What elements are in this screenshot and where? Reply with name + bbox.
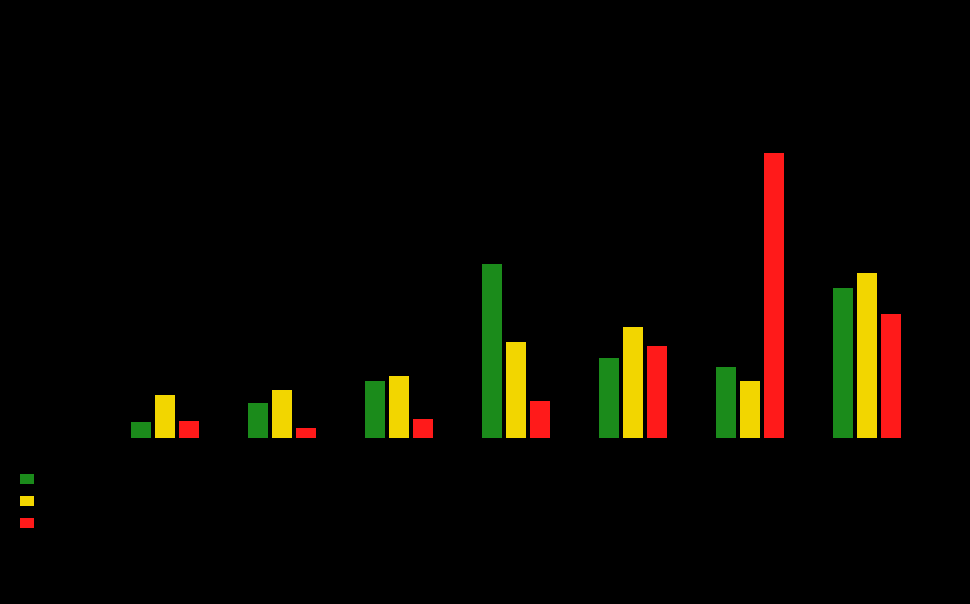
- bar: [272, 390, 292, 438]
- data-cell: 9,7%: [340, 468, 457, 490]
- x-tick-label: 5: [692, 446, 809, 460]
- data-cell: 10,7%: [340, 490, 457, 512]
- y-tick-mark: [101, 263, 106, 264]
- legend-swatch: [20, 518, 34, 528]
- bar: [599, 358, 619, 439]
- bar-cluster: [480, 88, 552, 438]
- data-cell: 6,0%: [223, 468, 340, 490]
- bar-cluster: [246, 88, 318, 438]
- bar: [623, 327, 643, 438]
- x-tick-mark: [633, 438, 634, 443]
- data-cell: 1,7%: [223, 512, 340, 534]
- bar: [482, 264, 502, 438]
- y-tick-label: 60,0%: [70, 86, 98, 97]
- x-tick-mark: [282, 438, 283, 443]
- data-cell: 6,4%: [457, 512, 574, 534]
- legend-item: ВУЗ: [20, 512, 106, 534]
- title-line-2: Вопрос №17: "Оцените по пятибалльной шка…: [0, 26, 970, 44]
- data-cell: 15,7%: [575, 512, 692, 534]
- legend-item: Школа: [20, 468, 106, 490]
- y-tick-mark: [101, 438, 106, 439]
- x-tick-label: 3: [457, 446, 574, 460]
- data-cell: 2,7%: [106, 468, 223, 490]
- chart-title: График №1 Вопрос №17: "Оцените по пятиба…: [0, 8, 970, 61]
- x-tick-mark: [399, 438, 400, 443]
- x-tick-label: 1: [223, 446, 340, 460]
- data-cell: 19,0%: [575, 490, 692, 512]
- x-axis-title: школа: [106, 538, 926, 549]
- data-cell: 25,8%: [809, 468, 926, 490]
- title-line-1: График №1: [0, 8, 970, 26]
- bar-cluster: [714, 88, 786, 438]
- bar-cluster: [597, 88, 669, 438]
- y-tick-mark: [101, 380, 106, 381]
- data-cell: 16,5%: [457, 490, 574, 512]
- y-tick-mark: [101, 146, 106, 147]
- y-tick-label: 0,0%: [75, 436, 98, 447]
- bar: [248, 403, 268, 438]
- y-axis-line: [106, 88, 107, 438]
- data-cell: 2,9%: [106, 512, 223, 534]
- data-cell: 13,8%: [575, 468, 692, 490]
- bar: [389, 376, 409, 438]
- bar: [881, 314, 901, 438]
- bar: [530, 401, 550, 438]
- bar-cluster: [831, 88, 903, 438]
- chart-container: График №1 Вопрос №17: "Оцените по пятиба…: [0, 0, 970, 604]
- data-cell: 8,3%: [223, 490, 340, 512]
- data-cell: 7,4%: [106, 490, 223, 512]
- legend-swatch: [20, 474, 34, 484]
- x-tick-label: 2: [340, 446, 457, 460]
- legend-label: Школа: [40, 472, 79, 486]
- legend-label: ВУЗ: [40, 516, 63, 530]
- bar: [833, 288, 853, 439]
- legend-item: Тестовая: [20, 490, 106, 512]
- plot-area: [106, 88, 926, 438]
- y-tick-mark: [101, 205, 106, 206]
- x-tick-label: 0: [106, 446, 223, 460]
- title-line-3: школы, тестовой системы, вуза", n=484 (с…: [0, 43, 970, 61]
- bar: [857, 273, 877, 438]
- y-tick-label: 50,0%: [70, 144, 98, 155]
- legend-label: Тестовая: [40, 494, 94, 508]
- x-tick-label: Нет ответа: [809, 446, 926, 460]
- bar: [506, 342, 526, 438]
- data-cell: 48,8%: [692, 512, 809, 534]
- data-cell: 29,8%: [457, 468, 574, 490]
- y-tick-label: 30,0%: [70, 261, 98, 272]
- x-tick-label: 4: [575, 446, 692, 460]
- bar: [740, 381, 760, 438]
- bar: [413, 419, 433, 438]
- table-divider: [20, 465, 926, 466]
- bar: [716, 367, 736, 438]
- bar: [764, 153, 784, 438]
- data-cell: 3,3%: [340, 512, 457, 534]
- data-cell: 12,2%: [692, 468, 809, 490]
- data-cell: 21,3%: [809, 512, 926, 534]
- y-tick-mark: [101, 88, 106, 89]
- bar: [155, 395, 175, 438]
- x-tick-mark: [516, 438, 517, 443]
- y-tick-label: 10,0%: [70, 377, 98, 388]
- bar: [179, 421, 199, 438]
- y-tick-label: 20,0%: [70, 319, 98, 330]
- y-tick-label: 40,0%: [70, 202, 98, 213]
- bar: [131, 422, 151, 438]
- x-tick-mark: [750, 438, 751, 443]
- bar: [647, 346, 667, 438]
- data-cell: 9,7%: [692, 490, 809, 512]
- x-tick-mark: [867, 438, 868, 443]
- bar: [365, 381, 385, 438]
- data-cell: 28,3%: [809, 490, 926, 512]
- bar-cluster: [363, 88, 435, 438]
- x-tick-mark: [165, 438, 166, 443]
- bar-cluster: [129, 88, 201, 438]
- y-tick-mark: [101, 321, 106, 322]
- bar: [296, 428, 316, 438]
- legend-swatch: [20, 496, 34, 506]
